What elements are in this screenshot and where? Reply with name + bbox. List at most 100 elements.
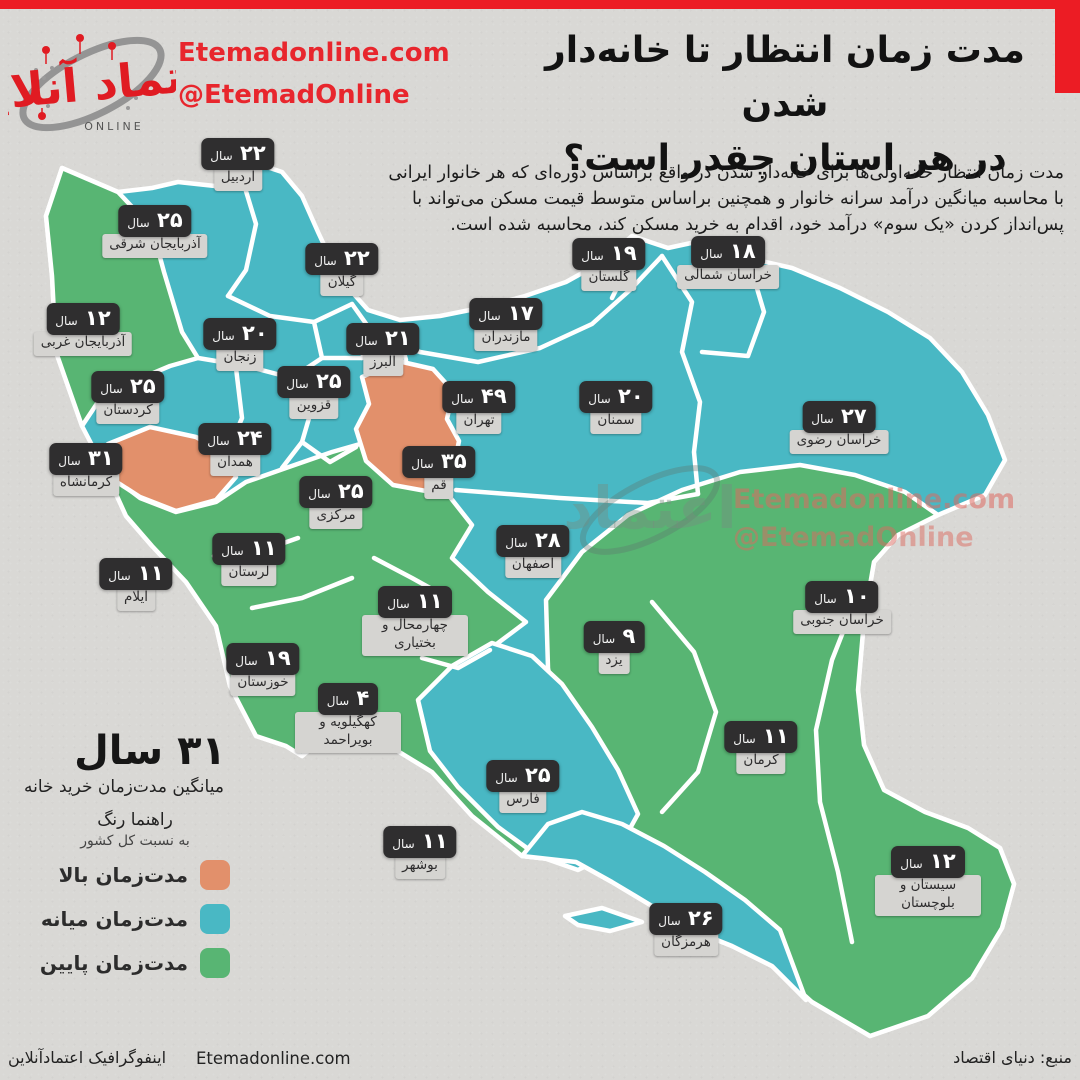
legend-row-high: مدت‌زمان بالا xyxy=(0,860,230,890)
province-name: آذربایجان شرقی xyxy=(102,234,208,258)
province-name: مرکزی xyxy=(309,505,363,529)
value-unit: سال xyxy=(814,592,837,606)
province-name: ایلام xyxy=(117,587,155,611)
province-label: ۱۹ سال خوزستان xyxy=(226,643,300,696)
legend-swatch-mid xyxy=(200,904,230,934)
province-label: ۳۱ سال کرمانشاه xyxy=(49,443,123,496)
province-name: قزوین xyxy=(289,395,339,419)
province-value: ۲۰ سال xyxy=(203,318,277,351)
province-label: ۱۲ سال آذربایجان غربی xyxy=(33,303,133,356)
province-label: ۲۱ سال البرز xyxy=(346,323,420,376)
intro-paragraph: مدت زمان انتظار خانه‌اولی‌ها برای خانه‌د… xyxy=(388,163,1064,235)
province-name: همدان xyxy=(210,452,260,476)
province-label: ۱۱ سال لرستان xyxy=(212,533,286,586)
value-unit: سال xyxy=(210,149,233,163)
value-unit: سال xyxy=(286,377,309,391)
province-label: ۲۵ سال فارس xyxy=(486,760,560,813)
province-label: ۲۰ سال سمنان xyxy=(579,381,653,434)
province-label: ۱۱ سال چهارمحال و بختیاری xyxy=(362,586,468,657)
value-unit: سال xyxy=(212,329,235,343)
province-label: ۲۵ سال کردستان xyxy=(91,371,165,424)
legend-label-high: مدت‌زمان بالا xyxy=(58,863,188,887)
province-value: ۲۲ سال xyxy=(201,138,275,171)
province-label: ۲۴ سال همدان xyxy=(198,423,272,476)
province-value: ۱۷ سال xyxy=(469,298,543,331)
footer-site: Etemadonline.com xyxy=(196,1049,351,1068)
province-name: سیستان و بلوچستان xyxy=(875,875,981,917)
value-unit: سال xyxy=(451,392,474,406)
brand-handle: @EtemadOnline xyxy=(178,80,410,110)
province-value: ۹ سال xyxy=(583,621,645,654)
province-value: ۱۱ سال xyxy=(383,826,457,859)
region-qeshm-island xyxy=(562,905,645,934)
brand-links: Etemadonline.com @EtemadOnline xyxy=(178,40,450,108)
province-value: ۱۲ سال xyxy=(891,846,965,879)
province-name: خراسان جنوبی xyxy=(793,610,891,634)
value-unit: سال xyxy=(387,597,410,611)
province-label: ۲۶ سال هرمزگان xyxy=(649,903,723,956)
value-unit: سال xyxy=(235,654,258,668)
province-value: ۱۲ سال xyxy=(46,303,120,336)
province-label: ۴ سال کهگیلویه و بویراحمد xyxy=(295,683,401,754)
value-unit: سال xyxy=(900,857,923,871)
province-label: ۹ سال یزد xyxy=(583,621,645,674)
province-value: ۲۷ سال xyxy=(802,401,876,434)
value-unit: سال xyxy=(588,392,611,406)
province-value: ۴ سال xyxy=(317,683,379,716)
province-value: ۱۰ سال xyxy=(805,581,879,614)
province-name: گلستان xyxy=(581,267,637,291)
province-name: آذربایجان غربی xyxy=(33,332,133,356)
province-name: گیلان xyxy=(320,272,364,296)
brand-url: Etemadonline.com xyxy=(178,38,450,68)
value-unit: سال xyxy=(314,254,337,268)
province-label: ۲۰ سال زنجان xyxy=(203,318,277,371)
province-label: ۱۸ سال خراسان شمالی xyxy=(677,236,779,289)
province-value: ۲۶ سال xyxy=(649,903,723,936)
top-right-red-block xyxy=(1055,0,1080,93)
province-name: کرمانشاه xyxy=(52,472,120,496)
national-average-caption: میانگین مدت‌زمان خرید خانه xyxy=(24,777,224,797)
value-unit: سال xyxy=(733,732,756,746)
legend-title: راهنما رنگ xyxy=(97,810,173,830)
province-label: ۱۷ سال مازندران xyxy=(469,298,543,351)
province-value: ۱۱ سال xyxy=(378,586,452,619)
title-line-1: مدت زمان انتظار تا خانه‌دار شدن xyxy=(545,30,1025,125)
province-name: البرز xyxy=(363,352,403,376)
province-name: زنجان xyxy=(216,347,264,371)
province-value: ۲۵ سال xyxy=(486,760,560,793)
province-value: ۲۲ سال xyxy=(305,243,379,276)
province-value: ۱۱ سال xyxy=(724,721,798,754)
legend-label-mid: مدت‌زمان میانه xyxy=(40,907,188,931)
province-label: ۱۰ سال خراسان جنوبی xyxy=(793,581,891,634)
province-label: ۱۱ سال ایلام xyxy=(99,558,173,611)
province-name: یزد xyxy=(598,650,630,674)
province-value: ۱۹ سال xyxy=(572,238,646,271)
value-unit: سال xyxy=(100,382,123,396)
province-name: خوزستان xyxy=(230,672,296,696)
province-value: ۳۵ سال xyxy=(402,446,476,479)
value-unit: سال xyxy=(392,837,415,851)
province-name: اصفهان xyxy=(504,554,562,578)
value-unit: سال xyxy=(55,314,78,328)
footer-credit: اینفوگرافیک اعتمادآنلاین xyxy=(8,1048,167,1067)
province-name: خراسان رضوی xyxy=(789,430,889,454)
value-unit: سال xyxy=(581,249,604,263)
page-title: مدت زمان انتظار تا خانه‌دار شدن در هر اس… xyxy=(520,24,1050,186)
province-value: ۲۵ سال xyxy=(299,476,373,509)
value-unit: سال xyxy=(811,412,834,426)
province-name: خراسان شمالی xyxy=(677,265,779,289)
province-name: سمنان xyxy=(590,410,642,434)
province-value: ۲۵ سال xyxy=(277,366,351,399)
value-unit: سال xyxy=(700,247,723,261)
province-name: تهران xyxy=(456,410,502,434)
legend-label-low: مدت‌زمان پایین xyxy=(39,951,188,975)
value-unit: سال xyxy=(308,487,331,501)
value-unit: سال xyxy=(221,544,244,558)
province-name: هرمزگان xyxy=(654,932,718,956)
province-value: ۱۸ سال xyxy=(691,236,765,269)
value-unit: سال xyxy=(108,569,131,583)
province-label: ۲۲ سال گیلان xyxy=(305,243,379,296)
value-unit: سال xyxy=(495,771,518,785)
province-label: ۲۵ سال قزوین xyxy=(277,366,351,419)
province-value: ۱۱ سال xyxy=(212,533,286,566)
